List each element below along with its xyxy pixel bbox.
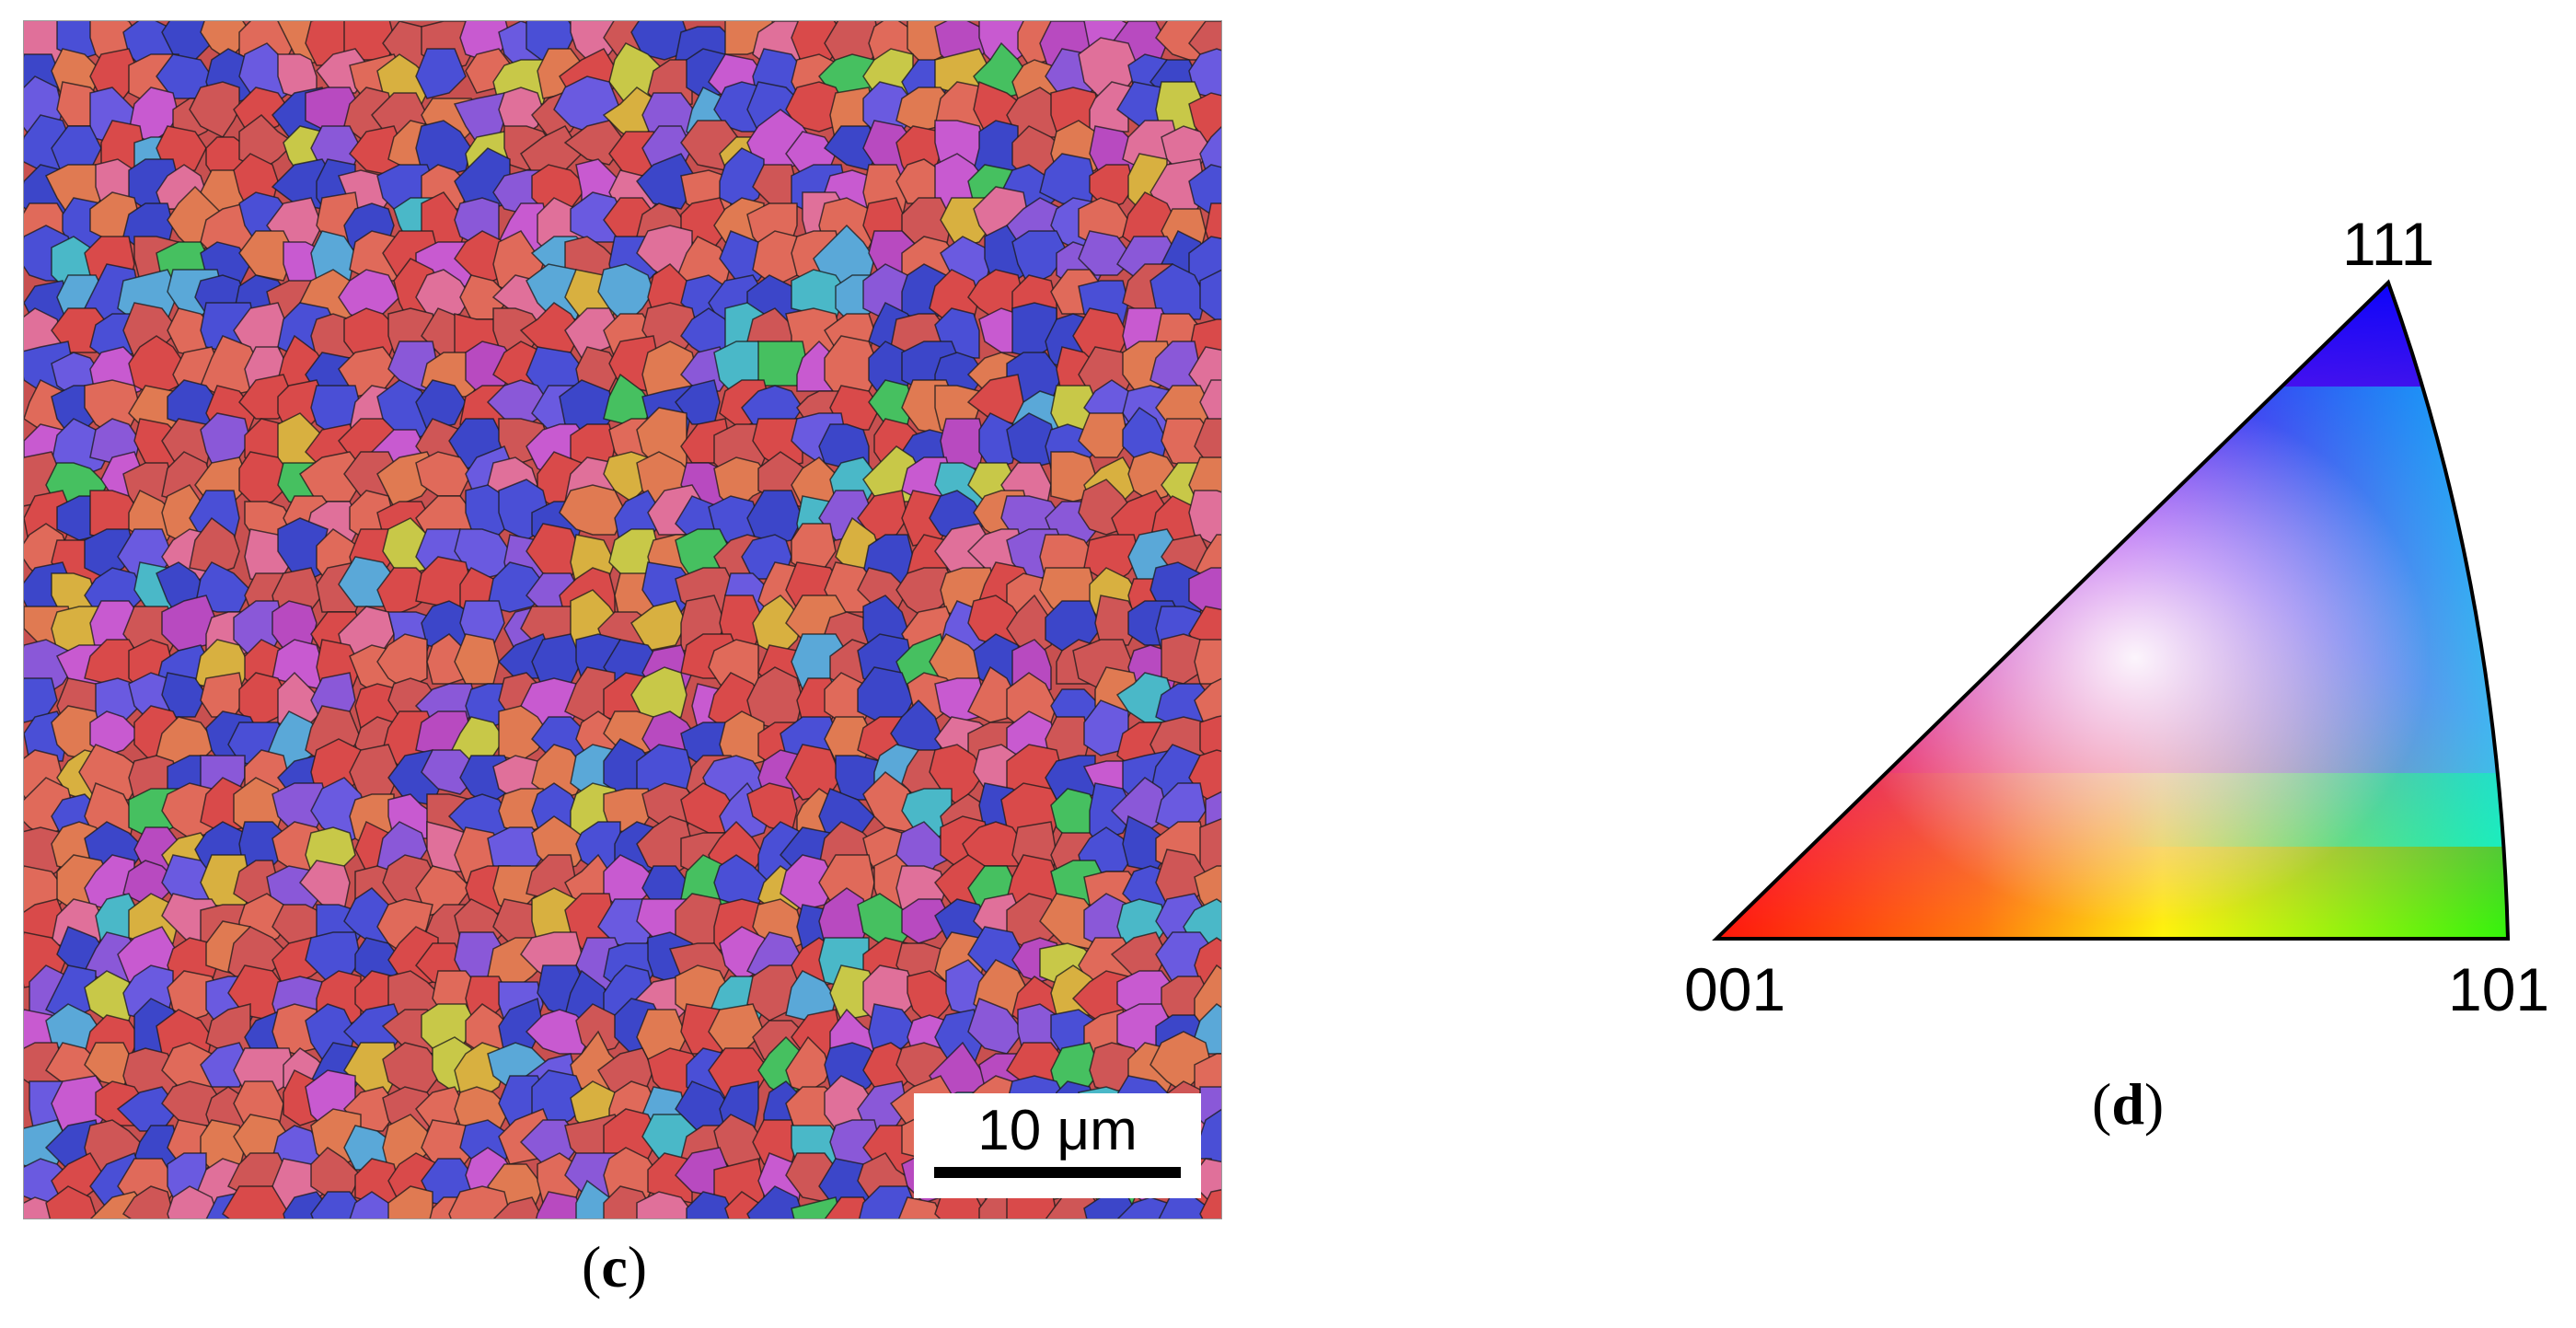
grain [1089, 782, 1135, 846]
grain [45, 1185, 97, 1218]
grain [1199, 817, 1221, 877]
grain [559, 484, 627, 536]
grain [785, 1035, 831, 1093]
grain [1199, 269, 1221, 326]
grain [897, 1196, 944, 1218]
grain [1149, 263, 1207, 320]
grain [780, 854, 837, 911]
scale-bar-label: 10 μm [977, 1099, 1138, 1162]
pole-label-001: 001 [1684, 955, 1786, 1023]
grain [349, 1191, 400, 1218]
grain [492, 1196, 544, 1218]
grain [1194, 677, 1221, 729]
grain [647, 1152, 693, 1204]
grain [415, 379, 467, 431]
grain [535, 1191, 586, 1218]
grain [238, 672, 290, 729]
grain [719, 710, 765, 768]
ipf-triangle-outline [1712, 279, 2511, 941]
grain [200, 335, 262, 398]
grain [121, 1185, 174, 1218]
grain [575, 1003, 627, 1055]
grain [1188, 48, 1221, 99]
grain [387, 1185, 433, 1218]
scale-bar [934, 1167, 1181, 1178]
grain [1188, 490, 1221, 547]
grain [1205, 202, 1221, 248]
grain [1188, 749, 1221, 806]
grain [1194, 639, 1221, 685]
grain [636, 815, 693, 878]
grain [200, 672, 246, 718]
grain [978, 412, 1019, 469]
grain-map-image [24, 21, 1221, 1218]
grain [752, 595, 803, 657]
grain [636, 153, 699, 210]
panel-label-d: (d) [2092, 1071, 2165, 1137]
grain [44, 964, 97, 1022]
grain [189, 516, 240, 574]
grain [448, 1185, 511, 1218]
grain [415, 120, 472, 177]
grain [907, 970, 958, 1028]
pole-label-111: 111 [2342, 210, 2435, 278]
grain [89, 710, 142, 756]
grain [415, 48, 467, 99]
grain [1199, 379, 1221, 427]
grain [1006, 412, 1057, 469]
grain [636, 1191, 699, 1218]
grain [1116, 1196, 1173, 1218]
pole-label-101: 101 [2448, 955, 2550, 1023]
panel-label-c: (c) [582, 1234, 648, 1299]
scale-bar-box: 10 μm [914, 1093, 1201, 1198]
grain [222, 1185, 290, 1218]
grain [564, 307, 621, 359]
grain [1083, 534, 1140, 585]
grain [686, 1191, 737, 1218]
grain [630, 600, 687, 652]
grain [189, 81, 240, 138]
grain [746, 1185, 803, 1218]
grain [901, 898, 953, 944]
grain [167, 1185, 218, 1218]
grain [1199, 1189, 1221, 1218]
grain [962, 821, 1024, 867]
grain [1188, 567, 1221, 618]
grain [1006, 594, 1057, 657]
grain [128, 335, 185, 398]
grain [271, 1003, 318, 1055]
grain [1110, 777, 1168, 834]
grain [161, 672, 207, 718]
grain [630, 21, 687, 61]
grain [498, 705, 549, 762]
grain [757, 341, 809, 387]
grain [1011, 230, 1069, 288]
grain [1188, 164, 1221, 215]
ebsd-orientation-map: 10 μm [23, 20, 1222, 1219]
ipf-color-key-triangle [1712, 279, 2511, 941]
grain [343, 1042, 400, 1093]
grain [1078, 412, 1129, 458]
grain [238, 230, 295, 282]
